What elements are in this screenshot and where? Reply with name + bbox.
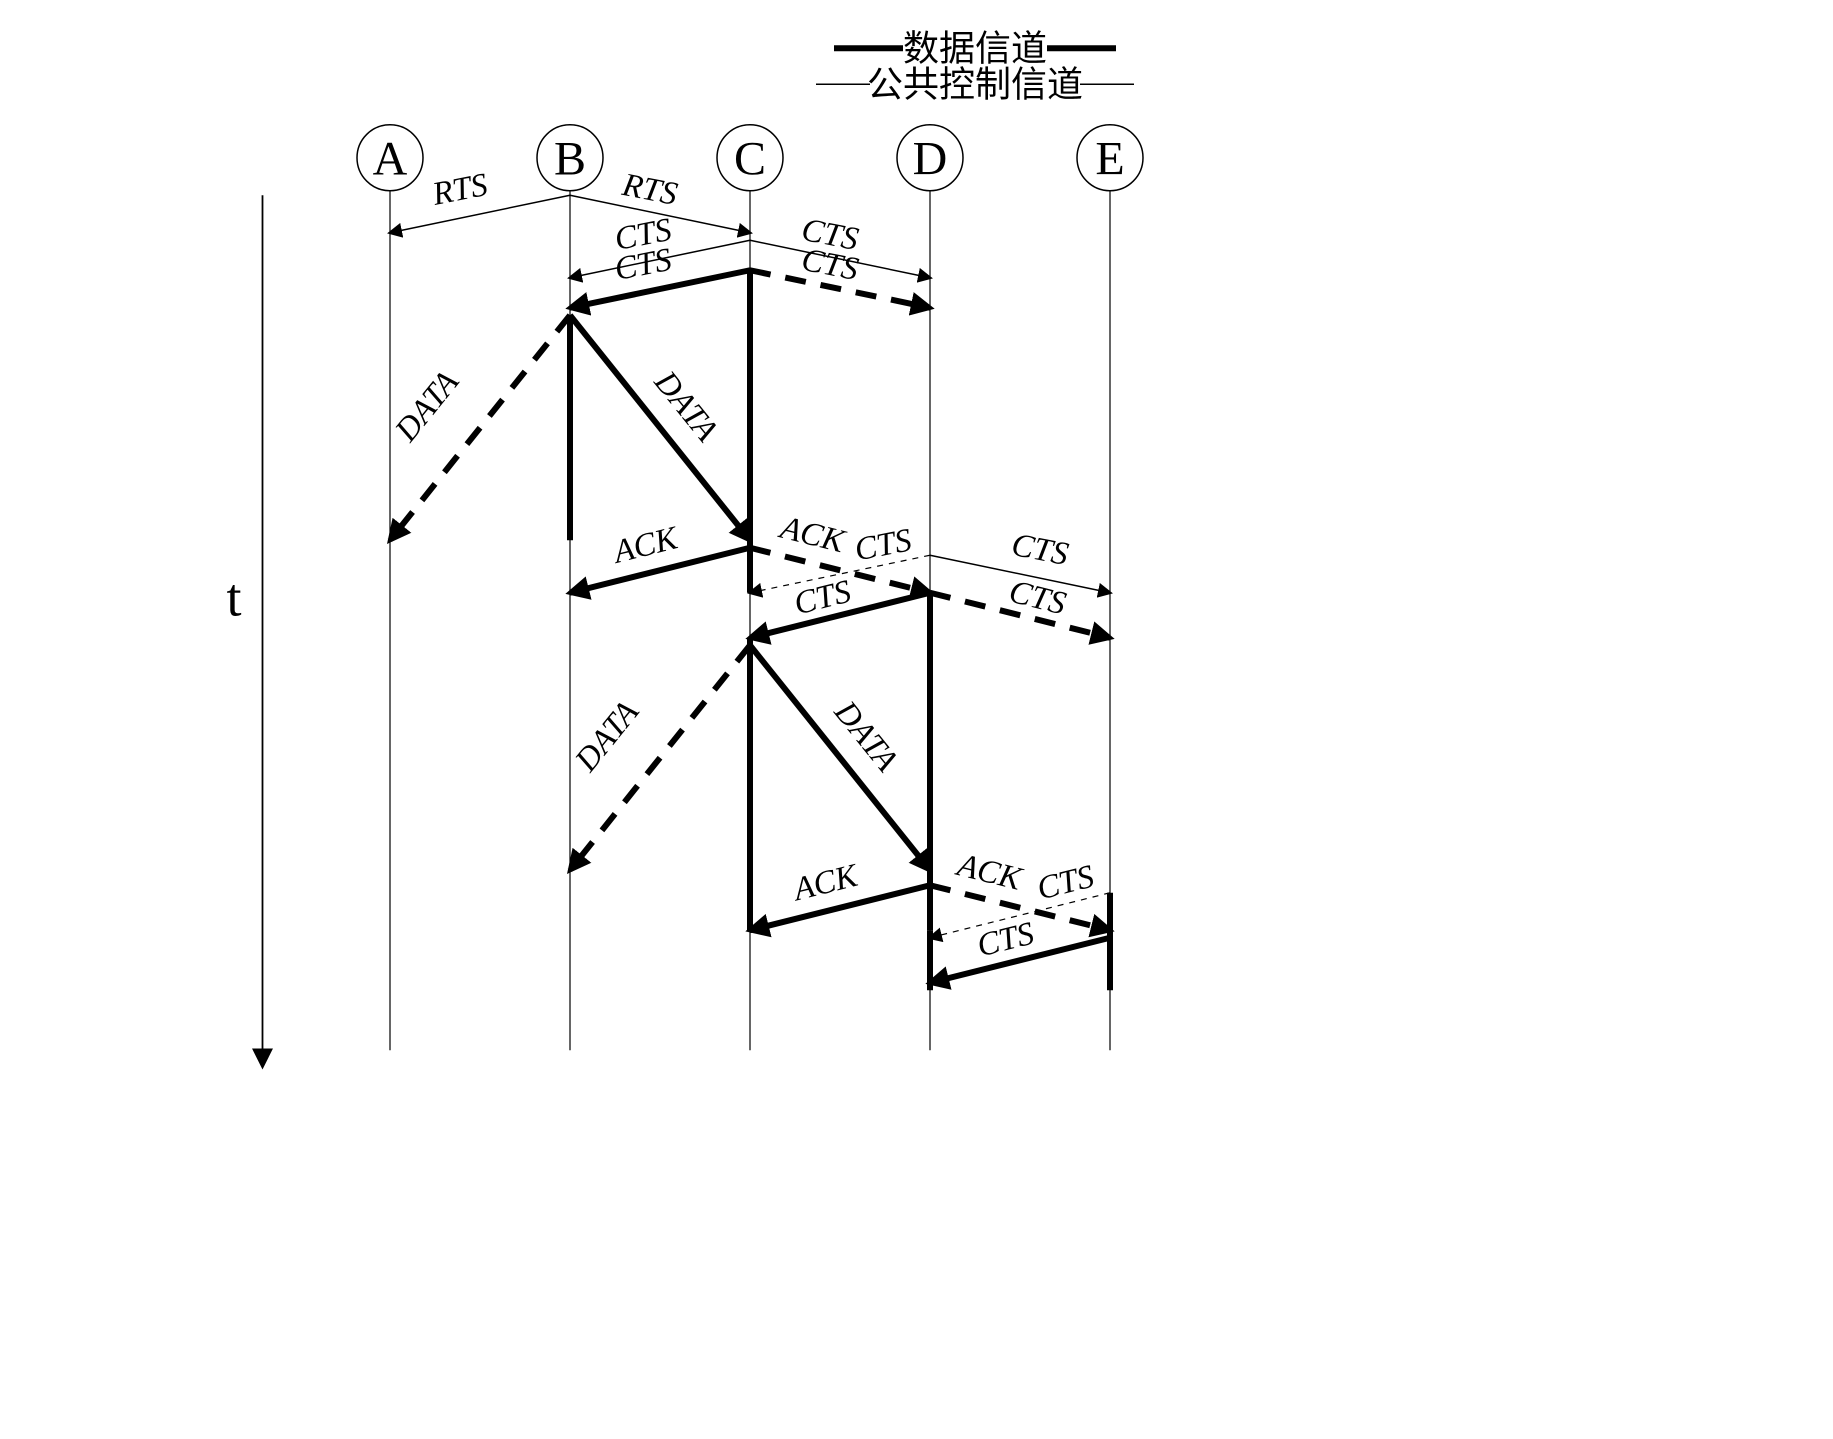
sequence-diagram: 数据信道公共控制信道tABCDERTSRTSCTSCTSCTSCTSDATADA…	[0, 0, 1833, 1439]
time-axis-label: t	[226, 567, 241, 627]
node-label-c: C	[734, 132, 766, 185]
diagram-canvas: 数据信道公共控制信道tABCDERTSRTSCTSCTSCTSCTSDATADA…	[0, 0, 1833, 1439]
node-label-a: A	[373, 132, 408, 185]
node-label-e: E	[1095, 132, 1124, 185]
node-label-b: B	[554, 132, 586, 185]
legend-label: 公共控制信道	[867, 64, 1083, 104]
node-label-d: D	[913, 132, 948, 185]
legend-label: 数据信道	[903, 28, 1047, 68]
